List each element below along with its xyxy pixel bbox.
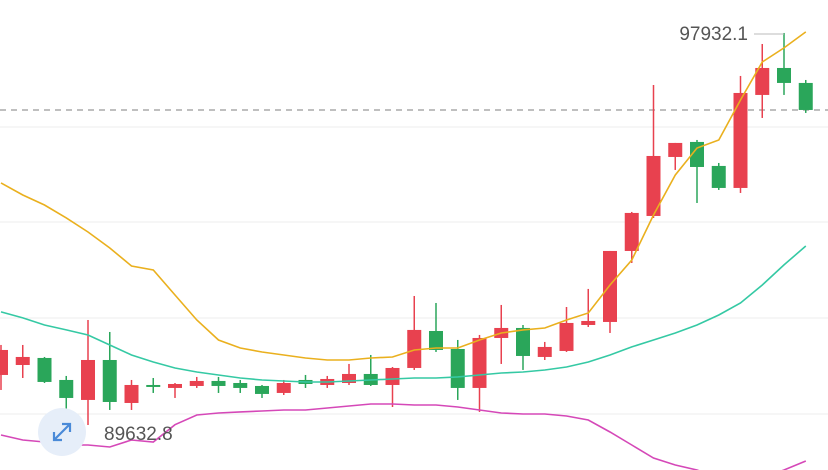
candle-body	[450, 348, 465, 388]
candle-body	[537, 346, 552, 357]
candle-body	[233, 382, 248, 388]
candle-body	[603, 250, 617, 322]
candle-body	[276, 382, 291, 393]
expand-icon[interactable]	[38, 408, 86, 456]
ma-line	[0, 31, 807, 361]
candle-body	[15, 356, 30, 365]
candle-body	[211, 380, 226, 386]
candle-body	[102, 359, 117, 402]
candle-body	[255, 385, 269, 394]
ma-line	[0, 403, 807, 470]
candle-body	[59, 379, 74, 398]
candle-body	[733, 92, 748, 188]
high-label: 97932.1	[679, 24, 748, 45]
candle-body	[777, 67, 791, 83]
candle-body	[81, 359, 95, 400]
candle-body	[342, 373, 356, 383]
candle-body	[407, 329, 422, 368]
candle-body	[755, 67, 770, 95]
candle-body	[516, 327, 530, 356]
marks: 97932.1 89632.8	[0, 24, 828, 470]
low-label: 89632.8	[104, 424, 173, 445]
candle-body	[0, 349, 8, 375]
candle-body	[124, 384, 139, 403]
candle-body	[646, 155, 661, 216]
candle-body	[624, 212, 639, 251]
candle-body	[37, 357, 52, 382]
candle-body	[472, 337, 487, 388]
candle-body	[711, 165, 726, 188]
candle-body	[798, 82, 813, 110]
candle-body	[189, 380, 204, 386]
candle-body	[559, 322, 574, 351]
candle-body	[429, 330, 443, 350]
ma-line	[0, 245, 807, 383]
icon-arrows	[52, 422, 72, 442]
candle-body	[690, 141, 704, 167]
candle-body	[146, 384, 161, 387]
candle-body	[581, 320, 596, 325]
candle-body	[168, 383, 182, 388]
candle-body	[385, 367, 400, 385]
candle-body	[668, 142, 683, 157]
